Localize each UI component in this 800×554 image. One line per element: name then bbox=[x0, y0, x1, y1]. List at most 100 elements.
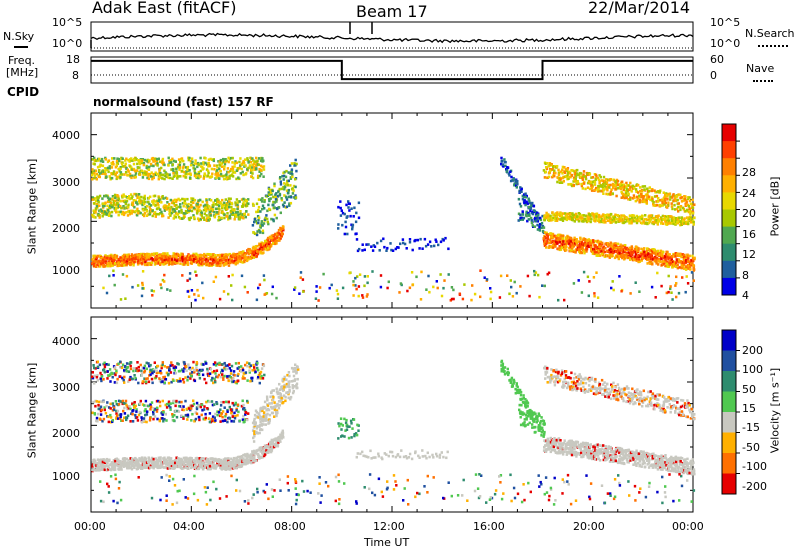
power-cell bbox=[219, 200, 222, 204]
power-cell bbox=[506, 166, 510, 169]
power-cell bbox=[166, 288, 169, 291]
power-cell bbox=[299, 276, 302, 279]
power-cell bbox=[124, 256, 128, 260]
power-cell bbox=[570, 216, 574, 220]
velocity-cell bbox=[108, 458, 111, 462]
power-cell bbox=[235, 211, 238, 214]
power-cell bbox=[669, 221, 672, 225]
power-cell bbox=[265, 239, 268, 243]
power-cell bbox=[667, 265, 670, 268]
velocity-cell bbox=[101, 458, 104, 462]
power-cell bbox=[210, 255, 213, 259]
power-cell bbox=[206, 263, 209, 267]
power-cell bbox=[239, 260, 243, 264]
power-cell bbox=[196, 253, 199, 257]
power-cell bbox=[281, 227, 284, 231]
power-cell bbox=[639, 189, 642, 193]
power-cell bbox=[258, 283, 262, 286]
power-cell bbox=[127, 158, 130, 162]
power-cell bbox=[366, 275, 369, 278]
power-cell bbox=[114, 199, 117, 203]
power-cell bbox=[556, 238, 559, 242]
power-cell bbox=[623, 185, 627, 188]
power-cell bbox=[257, 208, 260, 212]
power-cell bbox=[357, 294, 360, 298]
power-cell bbox=[260, 200, 264, 203]
power-cell bbox=[157, 212, 160, 216]
power-cell bbox=[249, 160, 253, 164]
power-cell bbox=[633, 196, 636, 199]
power-cell bbox=[198, 209, 202, 212]
power-cell bbox=[579, 214, 582, 218]
power-cell bbox=[361, 294, 364, 297]
power-cell bbox=[157, 177, 160, 181]
power-cell bbox=[158, 168, 161, 171]
power-cell bbox=[685, 222, 688, 225]
power-cell bbox=[691, 257, 695, 261]
power-cell bbox=[155, 253, 158, 257]
power-cell bbox=[115, 163, 119, 167]
power-cell bbox=[671, 207, 674, 211]
power-cell bbox=[256, 252, 260, 256]
power-cell bbox=[525, 211, 528, 215]
power-cell bbox=[201, 216, 204, 220]
power-cell bbox=[676, 221, 679, 224]
power-cell bbox=[671, 265, 674, 269]
power-cell bbox=[175, 254, 178, 258]
power-cell bbox=[650, 262, 654, 266]
power-cell bbox=[336, 297, 340, 300]
power-cell bbox=[204, 206, 207, 210]
power-cell bbox=[532, 204, 535, 208]
power-cell bbox=[201, 281, 204, 285]
power-cell bbox=[499, 274, 503, 278]
power-cell bbox=[206, 169, 210, 173]
power-cell bbox=[519, 213, 522, 217]
power-cell bbox=[190, 209, 194, 213]
power-cell bbox=[629, 198, 632, 201]
power-cell bbox=[410, 271, 414, 274]
power-cell bbox=[169, 176, 172, 180]
power-cell bbox=[192, 214, 195, 217]
power-cell bbox=[206, 260, 209, 263]
power-cell bbox=[561, 168, 564, 172]
power-cell bbox=[346, 215, 349, 218]
power-cell bbox=[249, 166, 253, 170]
power-cell bbox=[546, 176, 549, 179]
power-cell bbox=[182, 204, 185, 208]
power-cell bbox=[93, 156, 96, 160]
power-cell bbox=[665, 223, 669, 226]
power-cell bbox=[647, 189, 651, 193]
power-cell bbox=[120, 206, 123, 210]
power-cell bbox=[122, 205, 125, 208]
power-cell bbox=[138, 261, 141, 265]
power-cell bbox=[363, 284, 366, 288]
velocity-cell bbox=[96, 461, 99, 465]
power-cell bbox=[644, 256, 648, 260]
power-cell bbox=[193, 206, 196, 210]
power-cell bbox=[604, 255, 607, 258]
power-cell bbox=[165, 197, 169, 200]
power-cell bbox=[528, 199, 531, 203]
power-cell bbox=[221, 261, 224, 265]
power-cell bbox=[358, 273, 362, 276]
power-cell bbox=[132, 168, 135, 172]
power-cell bbox=[666, 198, 669, 201]
power-cell bbox=[255, 254, 258, 258]
power-cell bbox=[147, 177, 151, 181]
power-cell bbox=[677, 205, 680, 209]
power-cell bbox=[149, 254, 152, 258]
power-cell bbox=[658, 190, 661, 193]
power-cell bbox=[172, 262, 175, 265]
power-cell bbox=[227, 176, 230, 180]
power-cell bbox=[382, 237, 385, 241]
power-cell bbox=[240, 213, 243, 217]
power-cell bbox=[236, 256, 240, 260]
power-cell bbox=[93, 171, 96, 175]
power-cell bbox=[195, 261, 198, 264]
power-cell bbox=[688, 217, 691, 220]
power-cell bbox=[158, 170, 161, 174]
power-cell bbox=[130, 255, 133, 259]
power-cell bbox=[552, 171, 556, 175]
power-cell bbox=[365, 295, 369, 298]
power-cell bbox=[126, 259, 129, 263]
